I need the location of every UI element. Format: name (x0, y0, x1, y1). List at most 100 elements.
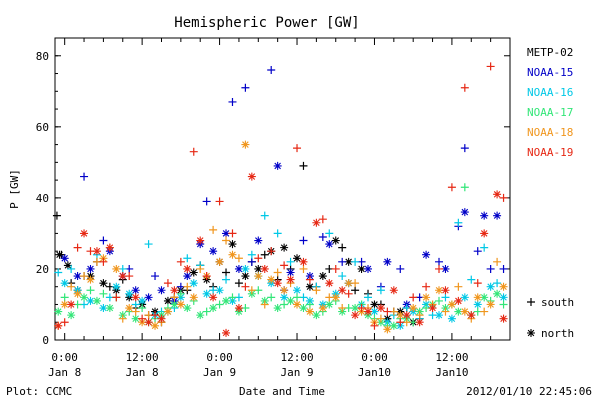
data-point-north (86, 264, 95, 273)
data-point-north (67, 311, 76, 320)
data-point-north (351, 304, 360, 313)
x-tick-date: Jan 9 (203, 366, 236, 379)
data-point-south (99, 257, 108, 266)
data-point-south (67, 282, 76, 291)
data-point-north (105, 304, 114, 313)
y-tick-label: 20 (36, 263, 49, 276)
data-point-south (222, 236, 231, 245)
data-point-north (299, 257, 308, 266)
legend-entry: NOAA-19 (527, 146, 573, 159)
data-point-north (293, 300, 302, 309)
data-point-north (493, 211, 502, 220)
data-point-north (460, 293, 469, 302)
data-point-north (273, 161, 282, 170)
data-point-south (222, 268, 231, 277)
data-point-north (189, 268, 198, 277)
data-point-north (441, 264, 450, 273)
data-point-south (67, 264, 76, 273)
data-point-north (254, 272, 263, 281)
data-point-north (273, 279, 282, 288)
data-point-north (364, 307, 373, 316)
data-point-north (54, 321, 63, 330)
data-point-north (312, 311, 321, 320)
data-point-south (286, 257, 295, 266)
data-point-north (144, 318, 153, 327)
data-point-south (176, 257, 185, 266)
data-point-south (351, 286, 360, 295)
data-point-north (460, 208, 469, 217)
data-point-north (293, 286, 302, 295)
data-point-north (486, 300, 495, 309)
chart-title: Hemispheric Power [GW] (174, 15, 359, 31)
data-point-north (286, 268, 295, 277)
data-points (52, 62, 535, 337)
data-point-north (454, 296, 463, 305)
data-point-north (247, 172, 256, 181)
data-point-south (299, 161, 308, 170)
data-point-south (254, 254, 263, 263)
data-point-north (383, 257, 392, 266)
data-point-north (318, 272, 327, 281)
data-point-south (260, 300, 269, 309)
data-point-north (396, 311, 405, 320)
data-point-south (364, 293, 373, 302)
marker-legend-label: south (541, 296, 574, 309)
data-point-south (351, 257, 360, 266)
legend-entry: NOAA-16 (527, 86, 573, 99)
data-point-north (480, 211, 489, 220)
data-point-north (389, 286, 398, 295)
data-point-north (163, 296, 172, 305)
data-point-north (499, 282, 508, 291)
data-point-north (157, 286, 166, 295)
x-tick-time: 0:00 (206, 351, 233, 364)
data-point-north (67, 300, 76, 309)
data-point-south (260, 211, 269, 220)
data-point-north (428, 304, 437, 313)
data-point-north (325, 279, 334, 288)
data-point-south (338, 257, 347, 266)
data-point-north (389, 321, 398, 330)
data-point-north (183, 264, 192, 273)
data-point-north (338, 286, 347, 295)
data-point-south (163, 279, 172, 288)
data-point-north (280, 293, 289, 302)
data-point-south (131, 307, 140, 316)
data-point-north (344, 279, 353, 288)
data-point-north (376, 304, 385, 313)
y-tick-label: 40 (36, 192, 49, 205)
data-point-south (80, 272, 89, 281)
data-point-south (376, 314, 385, 323)
data-point-north (80, 293, 89, 302)
data-point-south (396, 264, 405, 273)
data-point-south (241, 83, 250, 92)
data-point-north (228, 240, 237, 249)
data-point-north (222, 296, 231, 305)
data-point-north (241, 140, 250, 149)
data-point-north (312, 218, 321, 227)
x-tick-time: 0:00 (51, 351, 78, 364)
data-point-north (73, 289, 82, 298)
x-tick-date: Jan10 (435, 366, 468, 379)
data-point-south (499, 300, 508, 309)
marker-legend-label: north (541, 327, 574, 340)
marker-legend: south north (541, 296, 574, 340)
data-point-north (435, 286, 444, 295)
data-point-north (151, 321, 160, 330)
data-point-south (338, 243, 347, 252)
data-point-south (299, 264, 308, 273)
data-point-south (299, 236, 308, 245)
data-point-north (286, 275, 295, 284)
data-point-north (215, 257, 224, 266)
data-point-south (183, 282, 192, 291)
data-point-north (138, 296, 147, 305)
data-point-north (228, 250, 237, 259)
data-point-north (370, 307, 379, 316)
data-point-north (170, 300, 179, 309)
data-point-south (473, 279, 482, 288)
data-point-north (370, 300, 379, 309)
data-point-south (209, 225, 218, 234)
data-point-south (228, 97, 237, 106)
data-point-north (196, 236, 205, 245)
data-point-north (222, 229, 231, 238)
x-tick-time: 12:00 (280, 351, 313, 364)
